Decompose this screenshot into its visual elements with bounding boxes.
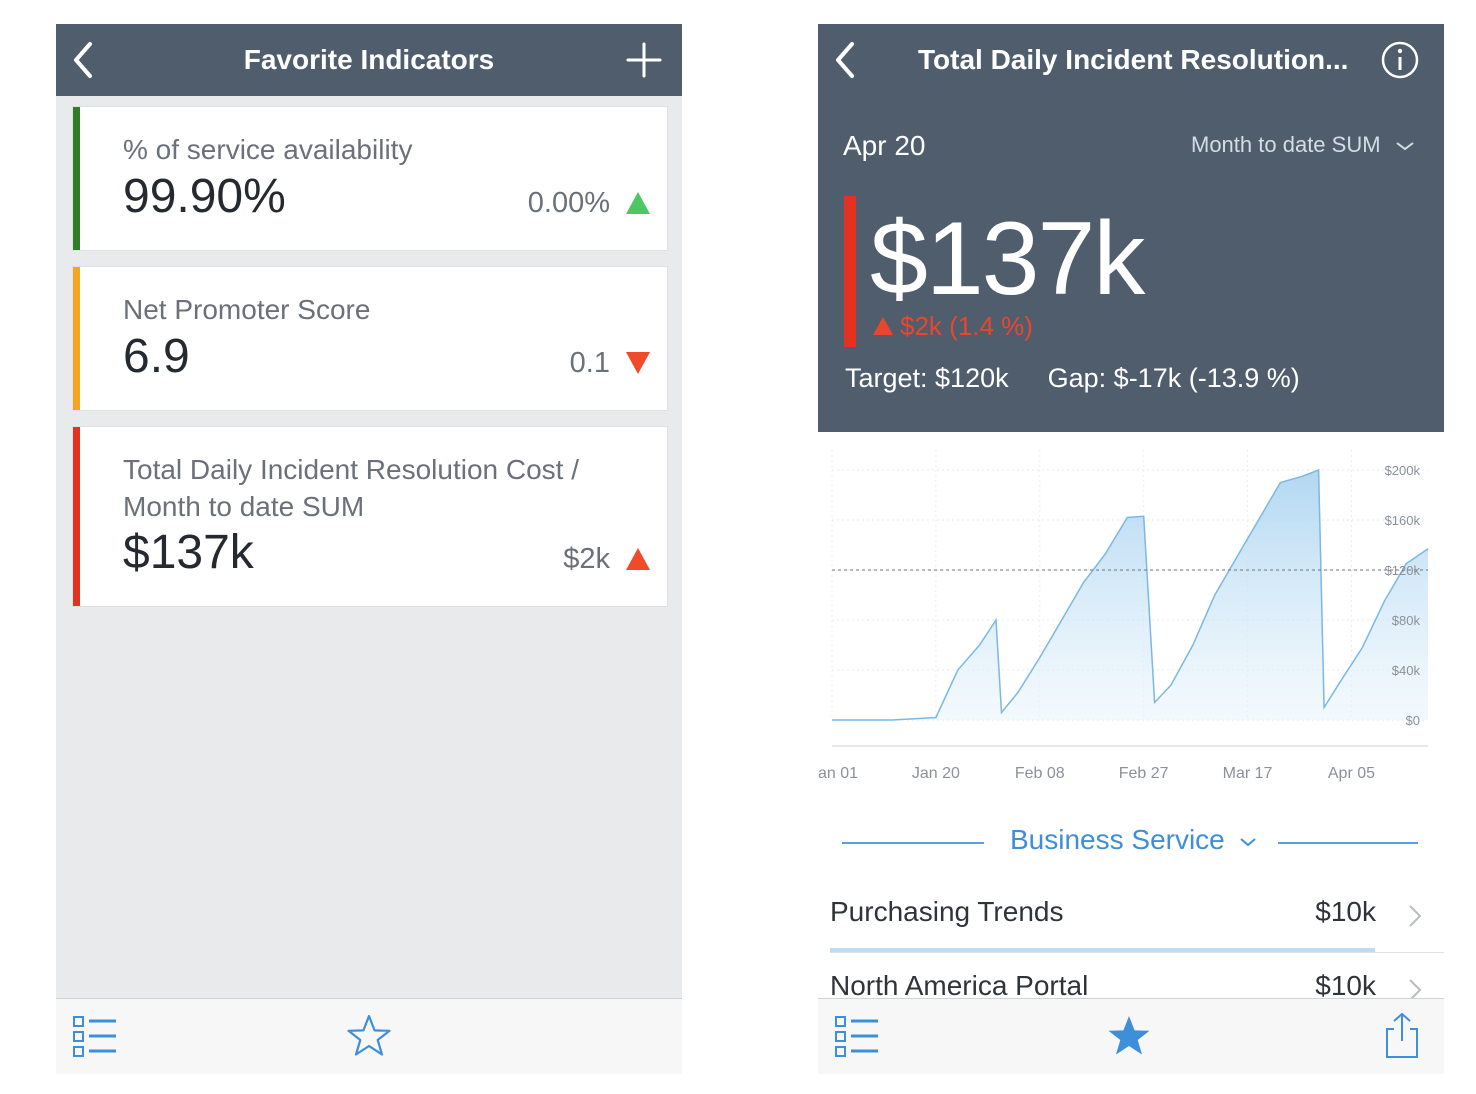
add-button[interactable] (622, 38, 666, 82)
info-button[interactable] (1378, 38, 1422, 82)
list-item[interactable]: Purchasing Trends $10k (830, 886, 1444, 950)
period-selector[interactable]: Month to date SUM (1191, 132, 1415, 158)
chevron-left-icon (74, 42, 92, 78)
y-tick-label: $160k (1385, 513, 1421, 528)
tab-favorites[interactable] (346, 1013, 392, 1064)
indicator-label: % of service availability (123, 134, 413, 165)
business-service-section: Business Service (818, 824, 1444, 864)
indicator-card-nps[interactable]: Net Promoter Score 6.9 0.1 (72, 266, 668, 411)
favorite-indicators-screen: Favorite Indicators % of service availab… (56, 24, 682, 1074)
kpi-header: Apr 20 Month to date SUM $137k $2k (1.4 … (818, 96, 1444, 432)
tab-list[interactable] (834, 1015, 880, 1064)
trend-up-icon (873, 317, 893, 335)
back-button[interactable] (828, 38, 862, 82)
list-item[interactable]: North America Portal $10k (830, 960, 1444, 1024)
indicator-label-line1: Total Daily Incident Resolution Cost / (123, 454, 579, 485)
x-tick-label: Jan 20 (912, 765, 960, 782)
chart-area (832, 470, 1428, 720)
indicator-delta: 0.00% (527, 187, 610, 219)
trend-down-icon (626, 352, 650, 374)
star-outline-icon (347, 1014, 391, 1056)
item-name: Purchasing Trends (830, 896, 1064, 927)
x-tick-label: Mar 17 (1223, 765, 1273, 782)
page-title: Total Daily Incident Resolution... (918, 44, 1349, 75)
status-bar (73, 107, 80, 250)
indicator-label: Net Promoter Score (123, 294, 371, 325)
kpi-value: $137k (870, 201, 1145, 317)
value-bar (830, 948, 1375, 952)
indicator-detail-screen: Total Daily Incident Resolution... Apr 2… (818, 24, 1444, 1074)
period-label: Month to date SUM (1191, 132, 1381, 157)
page-title: Favorite Indicators (243, 44, 495, 75)
date-label: Apr 20 (843, 130, 926, 161)
list-icon (73, 1016, 116, 1057)
y-tick-label: $40k (1392, 663, 1421, 678)
navbar: Favorite Indicators (56, 24, 682, 96)
star-filled-icon (1108, 1016, 1150, 1055)
chevron-left-icon (836, 42, 854, 78)
x-tick-label: an 01 (818, 765, 858, 782)
list-icon (835, 1016, 878, 1057)
chart-line (832, 468, 1429, 721)
info-icon (1381, 41, 1419, 79)
tab-bar (56, 998, 682, 1074)
indicator-delta: $2k (563, 543, 610, 575)
chevron-right-icon (1409, 905, 1422, 927)
section-title: Business Service (1010, 824, 1225, 855)
y-tick-label: $200k (1385, 463, 1421, 478)
kpi-change: $2k (1.4 %) (872, 311, 1033, 342)
item-name: North America Portal (830, 970, 1089, 1001)
divider-left (842, 842, 984, 844)
trend-up-icon (626, 548, 650, 570)
chevron-down-icon (1396, 142, 1414, 151)
chevron-right-icon (1409, 979, 1422, 1001)
item-amount: $10k (1315, 896, 1376, 927)
y-tick-label: $0 (1406, 713, 1420, 728)
plus-icon (626, 42, 662, 78)
tab-favorites[interactable] (1106, 1013, 1152, 1064)
tab-list[interactable] (72, 1015, 118, 1064)
navbar: Total Daily Incident Resolution... (818, 24, 1444, 96)
kpi-change-value: $2k (1.4 %) (900, 311, 1033, 341)
target-value: Target: $120k (845, 363, 1009, 393)
indicator-delta: 0.1 (569, 347, 610, 379)
section-selector[interactable]: Business Service (1010, 824, 1257, 856)
x-tick-label: Apr 05 (1328, 765, 1375, 782)
chevron-down-icon (1239, 837, 1256, 846)
status-bar (73, 267, 80, 410)
status-bar (844, 196, 856, 347)
share-button[interactable] (1382, 1011, 1422, 1066)
x-tick-label: Feb 27 (1119, 765, 1169, 782)
indicator-value: 6.9 (123, 330, 190, 383)
y-tick-label: $120k (1385, 563, 1421, 578)
trend-up-icon (626, 192, 650, 214)
item-amount: $10k (1315, 970, 1376, 1001)
gap-value: Gap: $-17k (-13.9 %) (1047, 363, 1300, 393)
tab-bar (818, 998, 1444, 1074)
trend-chart[interactable]: $200k $160k $120k $80k $40k $0 an 01 Jan 20 Feb … (818, 434, 1444, 804)
row-divider (830, 952, 1444, 953)
indicator-card-incident-cost[interactable]: Total Daily Incident Resolution Cost / M… (72, 426, 668, 607)
back-button[interactable] (66, 38, 100, 82)
status-bar (73, 427, 80, 606)
indicator-label-line2: Month to date SUM (123, 491, 365, 522)
divider-right (1278, 842, 1418, 844)
y-tick-label: $80k (1392, 613, 1421, 628)
share-icon (1386, 1012, 1418, 1058)
indicator-value: $137k (123, 526, 254, 579)
target-gap: Target: $120k Gap: $-17k (-13.9 %) (845, 363, 1300, 394)
indicator-card-availability[interactable]: % of service availability 99.90% 0.00% (72, 106, 668, 251)
indicator-value: 99.90% (123, 170, 286, 223)
x-tick-label: Feb 08 (1015, 765, 1065, 782)
